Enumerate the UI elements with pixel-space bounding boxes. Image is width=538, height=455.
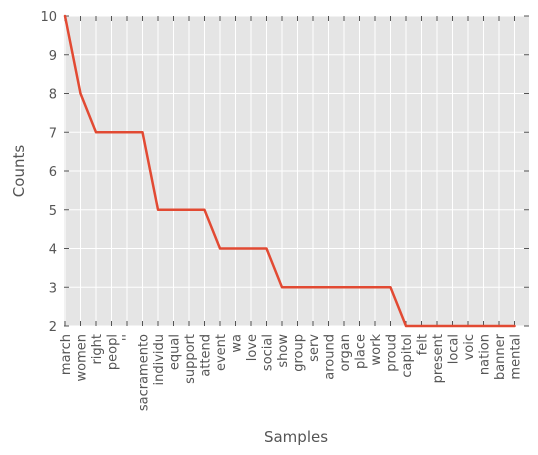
x-tick-label: around xyxy=(323,334,338,380)
y-tick-label: 2 xyxy=(49,320,57,335)
x-tick-label: attend xyxy=(199,334,214,377)
x-tick-label: social xyxy=(261,334,276,371)
x-tick-label: women xyxy=(75,334,90,382)
x-tick-label: banner xyxy=(493,333,508,380)
x-tick-label: individu xyxy=(152,334,167,386)
axis-ticks xyxy=(64,15,529,327)
x-tick-label: mental xyxy=(509,334,524,380)
y-tick-label: 10 xyxy=(40,10,57,25)
x-tick-label: work xyxy=(369,334,384,366)
x-tick-label: present xyxy=(431,334,446,383)
x-tick-label: wa xyxy=(230,334,245,353)
x-tick-label: local xyxy=(447,334,462,364)
y-tick-label: 3 xyxy=(49,281,57,296)
x-tick-label: serv xyxy=(307,334,322,362)
x-tick-label: voic xyxy=(462,334,477,360)
x-tick-label: support xyxy=(183,334,198,384)
y-tick-label: 9 xyxy=(49,49,57,64)
x-tick-label: love xyxy=(245,334,260,361)
x-tick-label: event xyxy=(214,334,229,371)
y-axis-label: Counts xyxy=(10,145,28,198)
x-tick-label: march xyxy=(59,334,74,375)
y-tick-labels: 2 3 4 5 6 7 8 9 10 xyxy=(40,10,57,335)
x-tick-label: organ xyxy=(338,334,353,372)
x-tick-label: felt xyxy=(416,334,431,355)
x-tick-label: equal xyxy=(168,334,183,370)
series-layer xyxy=(63,14,516,328)
y-tick-label: 4 xyxy=(49,243,57,258)
x-tick-label: sacramento xyxy=(137,334,152,411)
x-tick-label: proud xyxy=(385,334,400,372)
x-tick-label: '' xyxy=(121,334,136,341)
x-tick-label: show xyxy=(276,334,291,368)
y-tick-label: 7 xyxy=(49,126,57,141)
x-tick-label: peopl xyxy=(106,334,121,370)
x-tick-label: right xyxy=(90,334,105,365)
y-tick-label: 8 xyxy=(49,88,57,103)
series-line xyxy=(63,14,516,328)
x-tick-label: place xyxy=(354,334,369,369)
y-tick-label: 5 xyxy=(49,204,57,219)
y-tick-label: 6 xyxy=(49,165,57,180)
x-tick-label: group xyxy=(292,334,307,372)
x-tick-label: nation xyxy=(478,334,493,375)
x-tick-labels: march women right peopl '' sacramento individu… xyxy=(59,333,524,411)
x-tick-label: capitol xyxy=(400,334,415,378)
x-axis-label: Samples xyxy=(264,428,328,446)
